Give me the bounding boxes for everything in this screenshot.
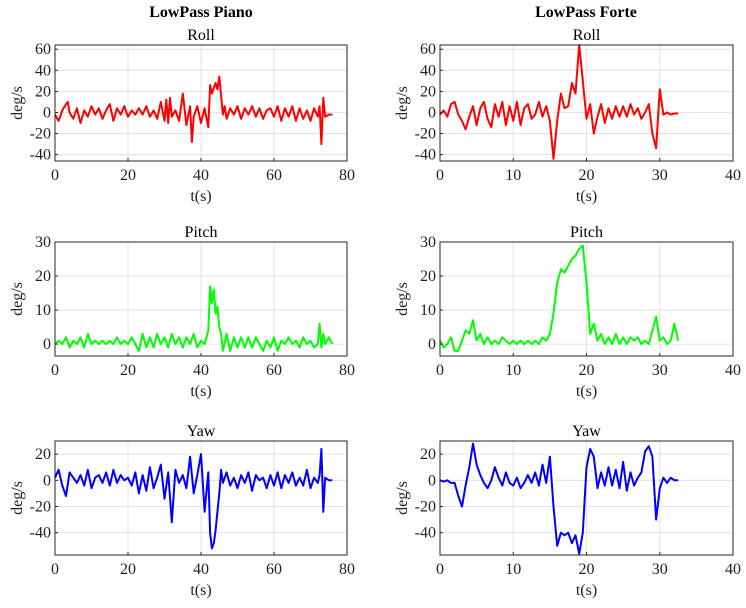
subplot-title: Pitch: [185, 224, 218, 241]
subplot-title: Roll: [187, 27, 215, 44]
y-tick-label: 0: [428, 472, 436, 489]
x-tick-label: 0: [436, 561, 444, 578]
subplot-piano-pitch: 0 20 40 60 80 0 10 20 30 Pitch t(s) deg/s: [9, 224, 355, 400]
column-title-forte: LowPass Forte: [535, 4, 637, 21]
x-tick-label: 20: [579, 167, 595, 184]
y-tick-label: 0: [43, 336, 51, 353]
x-tick-label: 40: [725, 167, 741, 184]
x-tick-label: 30: [652, 362, 668, 379]
y-tick-label: -20: [30, 499, 51, 516]
x-tick-label: 80: [339, 167, 355, 184]
x-axis-label: t(s): [190, 383, 211, 400]
subplot-title: Pitch: [570, 224, 603, 241]
y-axis-label: deg/s: [394, 282, 411, 316]
column-title-piano: LowPass Piano: [149, 4, 253, 21]
y-tick-label: 60: [35, 41, 51, 58]
y-tick-label: 0: [428, 336, 436, 353]
y-tick-label: 20: [420, 83, 436, 100]
x-tick-label: 80: [339, 362, 355, 379]
y-axis-label: deg/s: [9, 481, 26, 515]
x-tick-label: 20: [120, 561, 136, 578]
x-tick-label: 40: [725, 362, 741, 379]
x-tick-label: 60: [266, 561, 282, 578]
x-tick-label: 10: [505, 561, 521, 578]
x-tick-label: 20: [579, 561, 595, 578]
x-tick-label: 20: [120, 362, 136, 379]
y-tick-label: 10: [35, 302, 51, 319]
y-tick-label: 0: [43, 472, 51, 489]
x-tick-label: 0: [51, 561, 59, 578]
y-tick-label: 30: [420, 234, 436, 251]
x-tick-label: 20: [120, 167, 136, 184]
y-tick-label: -20: [30, 126, 51, 143]
subplot-forte-yaw: 0 10 20 30 40 -40 -20 0 20 Yaw t(s) deg/s: [394, 423, 741, 599]
x-tick-label: 20: [579, 362, 595, 379]
y-tick-label: 40: [420, 62, 436, 79]
y-tick-label: 30: [35, 234, 51, 251]
x-tick-label: 30: [652, 561, 668, 578]
x-axis-label: t(s): [576, 582, 597, 599]
x-tick-label: 10: [505, 167, 521, 184]
subplot-forte-pitch: 0 10 20 30 40 0 10 20 30 Pitch t(s) deg/s: [394, 224, 741, 400]
y-tick-label: 20: [35, 268, 51, 285]
y-tick-label: 0: [43, 104, 51, 121]
subplot-piano-roll: 0 20 40 60 80 -40 -20 0 20 40 60 Roll t(s) deg/s: [9, 27, 355, 205]
subplot-title: Yaw: [572, 423, 601, 440]
subplot-title: Yaw: [187, 423, 216, 440]
x-tick-label: 0: [436, 362, 444, 379]
y-tick-label: 60: [420, 41, 436, 58]
x-tick-label: 80: [339, 561, 355, 578]
y-tick-label: 20: [420, 446, 436, 463]
x-tick-label: 60: [266, 362, 282, 379]
y-axis-label: deg/s: [394, 86, 411, 120]
x-tick-label: 40: [193, 167, 209, 184]
x-tick-label: 10: [505, 362, 521, 379]
y-tick-label: -20: [415, 126, 436, 143]
y-tick-label: 10: [420, 302, 436, 319]
series-line-forte-roll: [439, 44, 679, 160]
series-line-piano-yaw: [54, 447, 333, 550]
series-line-piano-pitch: [54, 285, 334, 352]
x-tick-label: 30: [652, 167, 668, 184]
subplot-piano-yaw: 0 20 40 60 80 -40 -20 0 20 Yaw t(s) deg/s: [9, 423, 355, 599]
x-axis-label: t(s): [190, 188, 211, 205]
y-tick-label: 20: [35, 446, 51, 463]
subplot-title: Roll: [573, 27, 601, 44]
x-axis-label: t(s): [190, 582, 211, 599]
x-tick-label: 0: [51, 167, 59, 184]
x-tick-label: 60: [266, 167, 282, 184]
x-tick-label: 40: [193, 561, 209, 578]
x-axis-label: t(s): [576, 188, 597, 205]
x-tick-label: 40: [725, 561, 741, 578]
y-tick-label: -40: [415, 525, 436, 542]
y-tick-label: 40: [35, 62, 51, 79]
x-tick-label: 0: [51, 362, 59, 379]
y-tick-label: 20: [420, 268, 436, 285]
y-axis-label: deg/s: [394, 481, 411, 515]
x-tick-label: 40: [193, 362, 209, 379]
subplot-forte-roll: 0 10 20 30 40 -40 -20 0 20 40 60 Roll t(s) deg/s: [394, 27, 741, 205]
y-tick-label: -20: [415, 499, 436, 516]
y-tick-label: -40: [415, 147, 436, 164]
series-line-piano-roll: [54, 75, 333, 146]
x-axis-label: t(s): [576, 383, 597, 400]
y-tick-label: 20: [35, 83, 51, 100]
x-tick-label: 0: [436, 167, 444, 184]
y-tick-label: -40: [30, 525, 51, 542]
y-tick-label: -40: [30, 147, 51, 164]
y-tick-label: 0: [428, 104, 436, 121]
y-axis-label: deg/s: [9, 86, 26, 120]
series-line-forte-yaw: [439, 442, 679, 555]
series-line-forte-pitch: [439, 244, 680, 352]
y-axis-label: deg/s: [9, 282, 26, 316]
